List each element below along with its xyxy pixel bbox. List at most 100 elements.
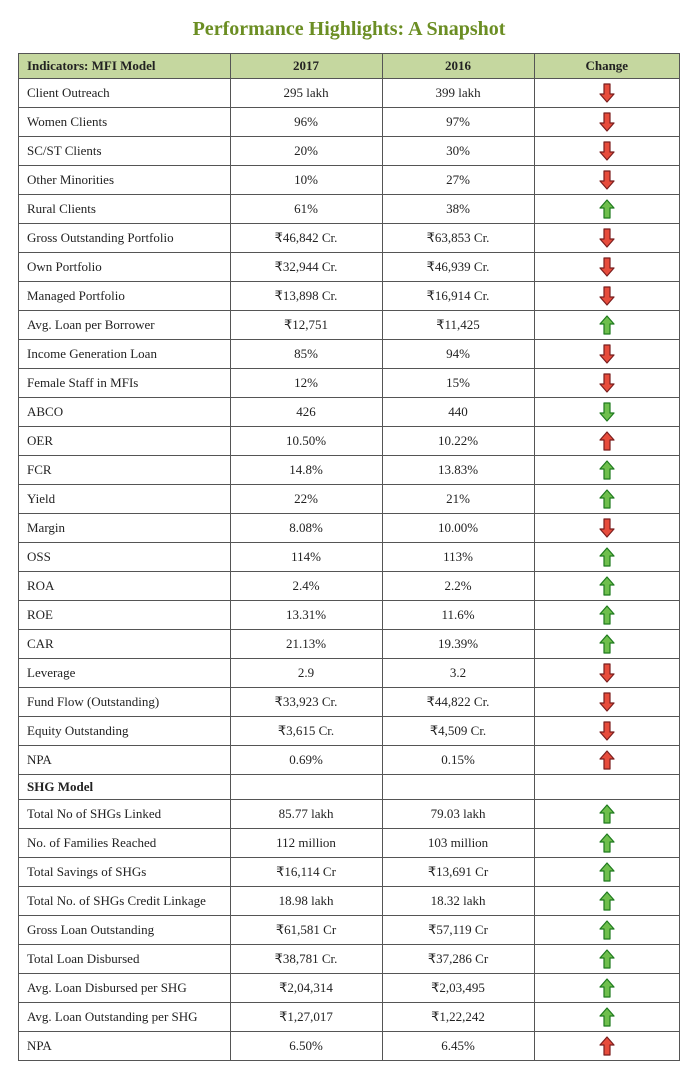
arrow-up-icon — [534, 746, 679, 775]
table-row: No. of Families Reached112 million103 mi… — [19, 829, 680, 858]
value-2016: 38% — [382, 195, 534, 224]
col-change: Change — [534, 54, 679, 79]
indicator-cell: Avg. Loan Disbursed per SHG — [19, 974, 231, 1003]
table-row: Income Generation Loan85%94% — [19, 340, 680, 369]
indicator-cell: Female Staff in MFIs — [19, 369, 231, 398]
value-2017: ₹16,114 Cr — [230, 858, 382, 887]
value-2017: 85% — [230, 340, 382, 369]
value-2016: ₹16,914 Cr. — [382, 282, 534, 311]
arrow-down-icon — [534, 108, 679, 137]
indicator-cell: CAR — [19, 630, 231, 659]
value-2017: 85.77 lakh — [230, 800, 382, 829]
indicator-cell: Avg. Loan per Borrower — [19, 311, 231, 340]
value-2017: 14.8% — [230, 456, 382, 485]
indicator-cell: Gross Outstanding Portfolio — [19, 224, 231, 253]
arrow-up-icon — [534, 572, 679, 601]
indicator-cell: Own Portfolio — [19, 253, 231, 282]
value-2016: 11.6% — [382, 601, 534, 630]
arrow-down-icon — [534, 717, 679, 746]
arrow-up-icon — [534, 887, 679, 916]
value-2017: 21.13% — [230, 630, 382, 659]
value-2017: ₹1,27,017 — [230, 1003, 382, 1032]
table-row: Total Savings of SHGs₹16,114 Cr₹13,691 C… — [19, 858, 680, 887]
indicator-cell: Other Minorities — [19, 166, 231, 195]
value-2016: 2.2% — [382, 572, 534, 601]
arrow-down-icon — [534, 369, 679, 398]
arrow-down-icon — [534, 398, 679, 427]
indicator-cell: ROA — [19, 572, 231, 601]
value-2017: 8.08% — [230, 514, 382, 543]
indicator-cell: Managed Portfolio — [19, 282, 231, 311]
table-row: Leverage2.93.2 — [19, 659, 680, 688]
indicator-cell: NPA — [19, 746, 231, 775]
empty-cell — [230, 775, 382, 800]
indicator-cell: Total Loan Disbursed — [19, 945, 231, 974]
table-row: Managed Portfolio₹13,898 Cr.₹16,914 Cr. — [19, 282, 680, 311]
arrow-down-icon — [534, 253, 679, 282]
arrow-up-icon — [534, 601, 679, 630]
indicator-cell: Margin — [19, 514, 231, 543]
value-2016: 94% — [382, 340, 534, 369]
arrow-down-icon — [534, 282, 679, 311]
indicator-cell: Equity Outstanding — [19, 717, 231, 746]
value-2017: 114% — [230, 543, 382, 572]
col-indicator: Indicators: MFI Model — [19, 54, 231, 79]
value-2016: 27% — [382, 166, 534, 195]
arrow-down-icon — [534, 224, 679, 253]
section-label: SHG Model — [19, 775, 231, 800]
value-2016: 97% — [382, 108, 534, 137]
value-2016: 103 million — [382, 829, 534, 858]
table-row: Gross Loan Outstanding₹61,581 Cr₹57,119 … — [19, 916, 680, 945]
table-row: OER10.50%10.22% — [19, 427, 680, 456]
value-2017: ₹38,781 Cr. — [230, 945, 382, 974]
value-2017: 2.4% — [230, 572, 382, 601]
indicator-cell: Avg. Loan Outstanding per SHG — [19, 1003, 231, 1032]
table-row: Rural Clients61%38% — [19, 195, 680, 224]
value-2016: 13.83% — [382, 456, 534, 485]
table-row: Total No of SHGs Linked85.77 lakh79.03 l… — [19, 800, 680, 829]
indicator-cell: Fund Flow (Outstanding) — [19, 688, 231, 717]
value-2017: 10.50% — [230, 427, 382, 456]
indicator-cell: Income Generation Loan — [19, 340, 231, 369]
indicator-cell: NPA — [19, 1032, 231, 1061]
value-2017: 13.31% — [230, 601, 382, 630]
value-2017: ₹12,751 — [230, 311, 382, 340]
table-row: Gross Outstanding Portfolio₹46,842 Cr.₹6… — [19, 224, 680, 253]
value-2016: 10.22% — [382, 427, 534, 456]
value-2017: 0.69% — [230, 746, 382, 775]
table-row: Women Clients96%97% — [19, 108, 680, 137]
indicator-cell: Total No of SHGs Linked — [19, 800, 231, 829]
indicator-cell: No. of Families Reached — [19, 829, 231, 858]
indicator-cell: OER — [19, 427, 231, 456]
table-row: CAR21.13%19.39% — [19, 630, 680, 659]
arrow-down-icon — [534, 659, 679, 688]
arrow-up-icon — [534, 945, 679, 974]
table-row: FCR14.8%13.83% — [19, 456, 680, 485]
value-2016: ₹44,822 Cr. — [382, 688, 534, 717]
col-2017: 2017 — [230, 54, 382, 79]
arrow-up-icon — [534, 195, 679, 224]
indicator-cell: Total Savings of SHGs — [19, 858, 231, 887]
performance-table: Indicators: MFI Model 2017 2016 Change C… — [18, 53, 680, 1061]
table-row: Avg. Loan Disbursed per SHG₹2,04,314₹2,0… — [19, 974, 680, 1003]
value-2017: 10% — [230, 166, 382, 195]
indicator-cell: Women Clients — [19, 108, 231, 137]
value-2016: 19.39% — [382, 630, 534, 659]
value-2017: ₹2,04,314 — [230, 974, 382, 1003]
col-2016: 2016 — [382, 54, 534, 79]
arrow-up-icon — [534, 1032, 679, 1061]
indicator-cell: ABCO — [19, 398, 231, 427]
arrow-up-icon — [534, 456, 679, 485]
value-2016: 3.2 — [382, 659, 534, 688]
table-row: Total No. of SHGs Credit Linkage18.98 la… — [19, 887, 680, 916]
value-2016: ₹37,286 Cr — [382, 945, 534, 974]
arrow-up-icon — [534, 829, 679, 858]
table-row: Other Minorities10%27% — [19, 166, 680, 195]
arrow-up-icon — [534, 800, 679, 829]
arrow-up-icon — [534, 858, 679, 887]
page-title: Performance Highlights: A Snapshot — [18, 18, 680, 41]
value-2016: 10.00% — [382, 514, 534, 543]
table-row: NPA6.50%6.45% — [19, 1032, 680, 1061]
arrow-down-icon — [534, 340, 679, 369]
value-2016: ₹4,509 Cr. — [382, 717, 534, 746]
